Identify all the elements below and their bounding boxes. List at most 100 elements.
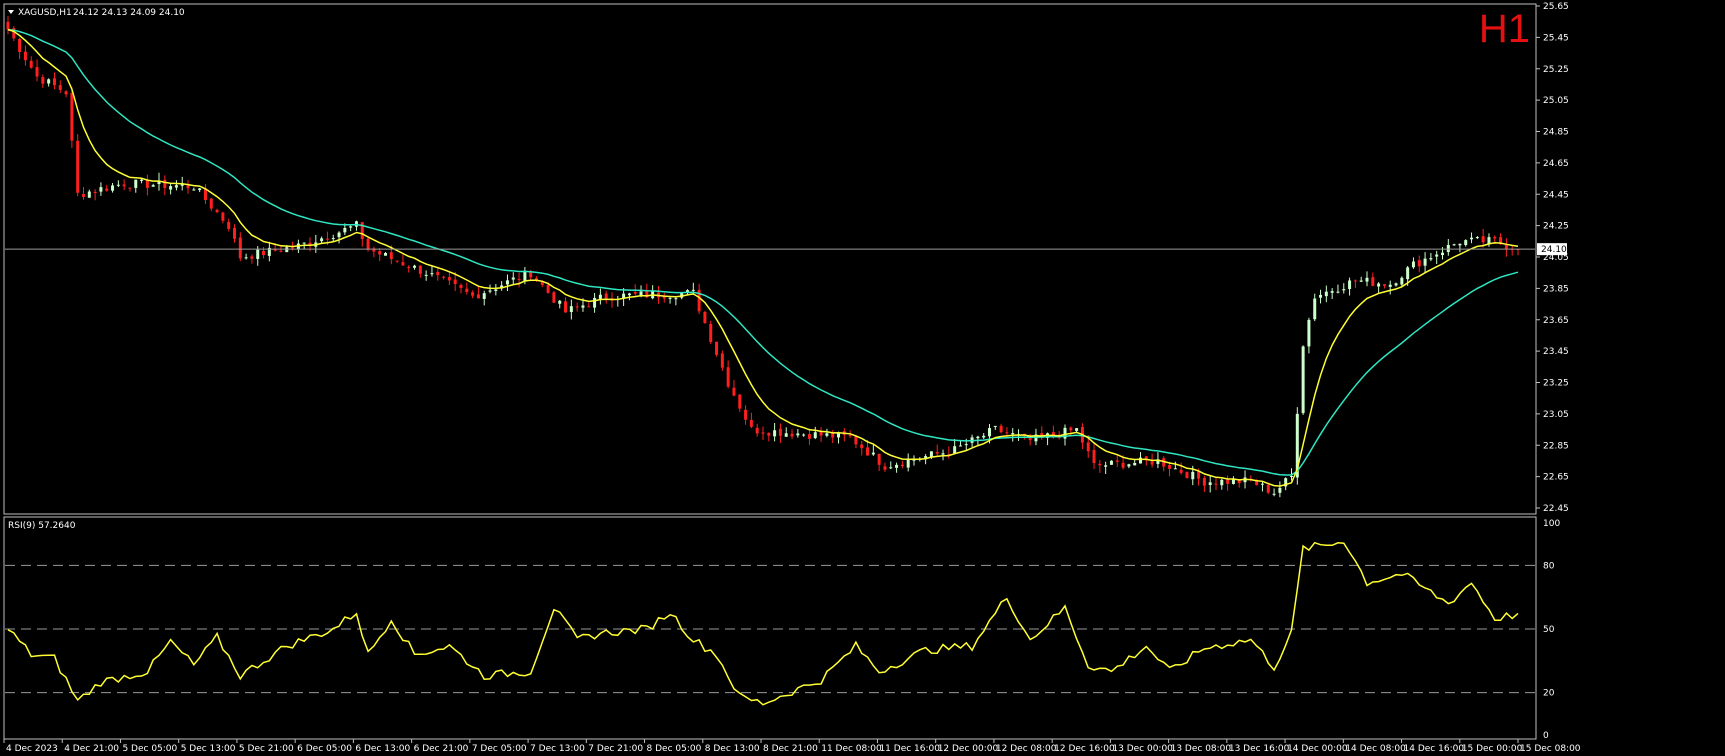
candle-body: [1104, 465, 1108, 467]
candle-body: [418, 265, 422, 274]
candle-body: [1179, 469, 1183, 473]
candle-body: [134, 179, 138, 188]
candle-body: [1319, 294, 1323, 298]
triangle-down-icon[interactable]: [8, 10, 14, 14]
candle-body: [633, 292, 637, 294]
candle-body: [895, 464, 899, 468]
candle-body: [982, 435, 986, 438]
candle-body: [291, 247, 295, 249]
candle-body: [186, 185, 190, 189]
candle-body: [767, 433, 771, 436]
candle-body: [1272, 493, 1276, 495]
time-tick-label: 15 Dec 08:00: [1520, 744, 1581, 754]
price-tick-label: 23.65: [1543, 316, 1569, 326]
candle-body: [749, 419, 753, 427]
slow-moving-average-line: [7, 28, 1519, 476]
candle-body: [1139, 457, 1142, 464]
candle-body: [715, 341, 719, 355]
candle-body: [732, 387, 736, 396]
candle-body: [871, 452, 875, 455]
candle-body: [819, 431, 823, 436]
candle-body: [1040, 433, 1044, 437]
candle-body: [395, 260, 399, 262]
candle-body: [47, 79, 51, 84]
time-tick-label: 7 Dec 13:00: [530, 744, 585, 754]
candle-body: [802, 434, 806, 436]
candle-body: [1365, 277, 1369, 282]
candle-body: [1173, 468, 1177, 470]
candle-body: [18, 38, 22, 52]
price-tick-label: 23.85: [1543, 284, 1569, 294]
price-tick-label: 22.45: [1543, 504, 1569, 514]
price-panel-frame: [3, 3, 1537, 515]
candle-body: [523, 270, 527, 281]
candle-body: [622, 293, 626, 299]
price-tick-label: 22.85: [1543, 441, 1569, 451]
candle-body: [320, 238, 324, 242]
moving-averages-layer: [7, 28, 1519, 487]
candle-body: [1185, 472, 1189, 479]
candle-body: [1371, 277, 1375, 286]
price-tick-label: 23.05: [1543, 410, 1569, 420]
candle-body: [813, 432, 817, 439]
candle-body: [308, 242, 312, 246]
rsi-line-layer: [7, 541, 1519, 706]
candle-body: [116, 184, 120, 186]
candle-body: [227, 221, 231, 229]
rsi-tick-label: 20: [1543, 689, 1555, 699]
candle-body: [1342, 289, 1346, 291]
candle-body: [953, 446, 957, 454]
candle-body: [1231, 479, 1235, 484]
candle-body: [1406, 267, 1410, 280]
candle-body: [935, 452, 939, 454]
candle-body: [1499, 237, 1503, 245]
candle-body: [70, 92, 74, 141]
candle-body: [1481, 236, 1485, 243]
candle-body: [1255, 480, 1259, 486]
candle-body: [215, 209, 219, 213]
price-tick-label: 22.65: [1543, 473, 1569, 483]
candle-body: [1504, 244, 1508, 250]
time-tick-label: 15 Dec 00:00: [1462, 744, 1523, 754]
fast-moving-average-line: [7, 28, 1519, 487]
candle-body: [1295, 413, 1299, 478]
price-tick-label: 24.85: [1543, 128, 1569, 138]
candle-body: [169, 186, 173, 190]
candle-body: [598, 294, 602, 299]
candle-body: [64, 91, 68, 95]
candle-body: [1121, 462, 1125, 468]
rsi-tick-label: 80: [1543, 561, 1555, 571]
candle-body: [1208, 482, 1212, 485]
candle-body: [273, 248, 277, 251]
candle-body: [517, 278, 521, 280]
candle-body: [1266, 484, 1270, 493]
candle-body: [87, 191, 91, 198]
candle-body: [1411, 261, 1415, 268]
candle-body: [755, 427, 759, 434]
candle-body: [993, 425, 997, 427]
time-tick-label: 6 Dec 13:00: [355, 744, 410, 754]
candle-body: [1197, 471, 1201, 479]
candle-body: [697, 289, 701, 312]
candle-body: [1441, 252, 1444, 256]
candle-body: [1348, 280, 1352, 290]
time-tick-label: 12 Dec 08:00: [996, 744, 1057, 754]
candle-body: [1423, 258, 1427, 266]
candle-body: [401, 262, 405, 266]
candle-body: [958, 445, 962, 447]
candle-body: [1301, 346, 1305, 414]
price-tick-label: 23.45: [1543, 347, 1569, 357]
candle-body: [494, 289, 498, 291]
candle-body: [378, 251, 382, 255]
candle-body: [1377, 283, 1381, 287]
candle-body: [999, 425, 1003, 433]
candle-body: [1388, 284, 1392, 287]
candle-body: [1452, 244, 1456, 246]
ohlc-label: 24.12 24.13 24.09 24.10: [73, 8, 185, 18]
time-tick-label: 11 Dec 16:00: [879, 744, 940, 754]
time-tick-label: 6 Dec 05:00: [297, 744, 352, 754]
candle-body: [384, 253, 387, 256]
candle-body: [343, 228, 347, 233]
candle-body: [645, 290, 649, 298]
